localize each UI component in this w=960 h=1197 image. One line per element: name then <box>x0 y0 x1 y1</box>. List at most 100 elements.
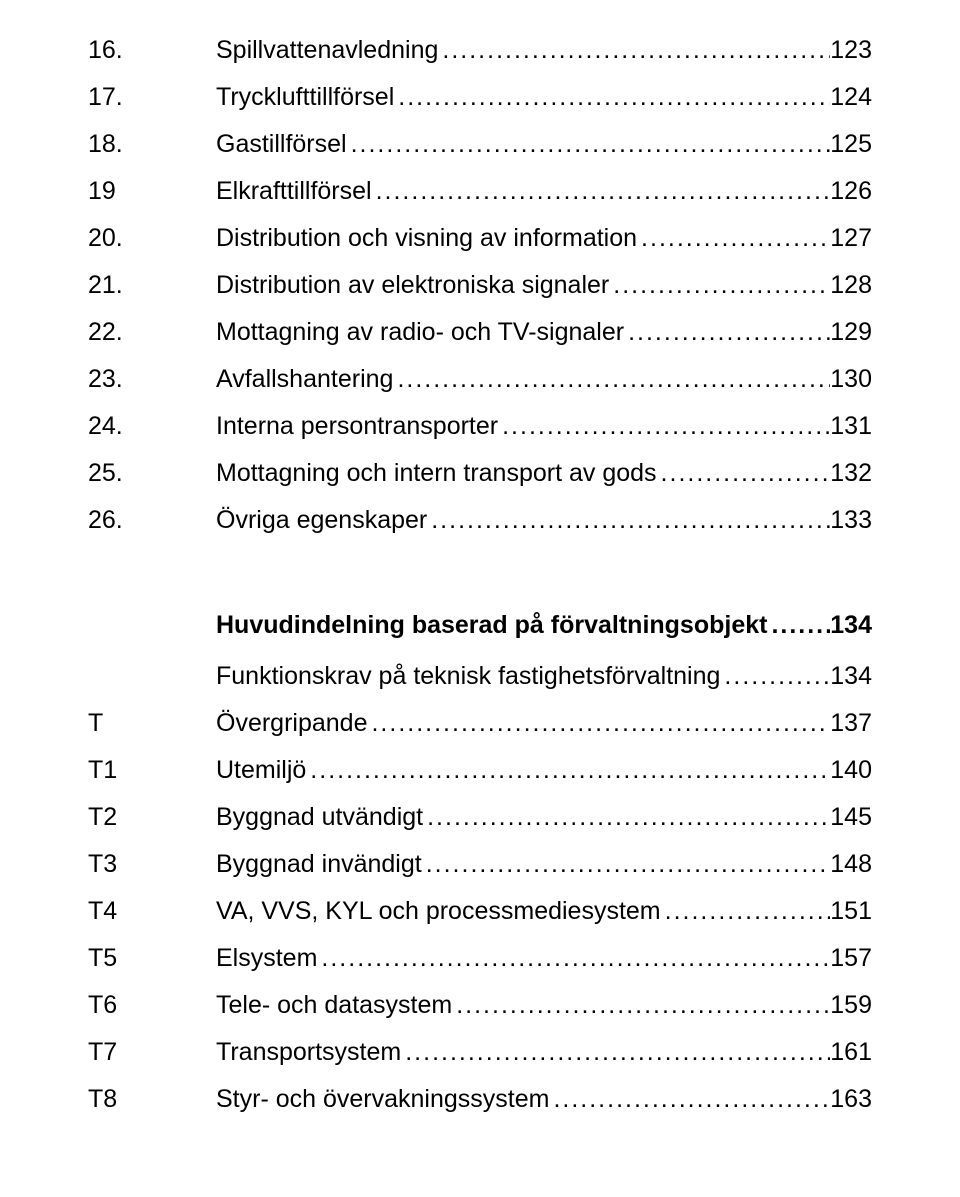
toc-leader-dots: ........................................… <box>422 852 831 877</box>
table-of-contents: 16.Spillvattenavledning.................… <box>88 38 872 1112</box>
toc-entry-title: Funktionskrav på teknisk fastighetsförva… <box>216 664 720 689</box>
toc-leader-dots: ........................................… <box>393 367 830 392</box>
toc-entry: 22.Mottagning av radio- och TV-signaler.… <box>88 320 872 345</box>
toc-leader-dots: ........................................… <box>767 613 830 638</box>
toc-entry-page: 124 <box>830 85 872 110</box>
toc-entry-number: T8 <box>88 1087 216 1112</box>
toc-entry-number: 26. <box>88 508 216 533</box>
toc-entry-number: T1 <box>88 758 216 783</box>
toc-entry-number: 24. <box>88 414 216 439</box>
toc-entry: 16.Spillvattenavledning.................… <box>88 38 872 63</box>
toc-leader-dots: ........................................… <box>367 711 830 736</box>
toc-entry: 18.Gastillförsel........................… <box>88 132 872 157</box>
toc-entry-title: Gastillförsel <box>216 132 347 157</box>
toc-entry-page: 132 <box>830 461 872 486</box>
toc-leader-dots: ........................................… <box>347 132 831 157</box>
toc-entry: T5Elsystem..............................… <box>88 946 872 971</box>
toc-entry-number: 22. <box>88 320 216 345</box>
toc-entry-title: VA, VVS, KYL och processmediesystem <box>216 899 661 924</box>
toc-entry-title: Elsystem <box>216 946 317 971</box>
toc-leader-dots: ........................................… <box>438 38 830 63</box>
toc-entry-number: T4 <box>88 899 216 924</box>
toc-entry-number: T3 <box>88 852 216 877</box>
toc-leader-dots: ........................................… <box>498 414 830 439</box>
toc-leader-dots: ........................................… <box>637 226 830 251</box>
toc-entry-title: Distribution av elektroniska signaler <box>216 273 609 298</box>
toc-entry: 21.Distribution av elektroniska signaler… <box>88 273 872 298</box>
toc-entry-number: 20. <box>88 226 216 251</box>
toc-entry-number: 18. <box>88 132 216 157</box>
toc-leader-dots: ........................................… <box>720 664 830 689</box>
toc-entry-title: Transportsystem <box>216 1040 401 1065</box>
toc-entry-page: 131 <box>830 414 872 439</box>
toc-entry-page: 145 <box>830 805 872 830</box>
toc-entry-page: 123 <box>830 38 872 63</box>
toc-entry-page: 129 <box>830 320 872 345</box>
toc-leader-dots: ........................................… <box>661 899 831 924</box>
toc-entry: 23.Avfallshantering.....................… <box>88 367 872 392</box>
toc-entry-number: T <box>88 711 216 736</box>
toc-entry: Funktionskrav på teknisk fastighetsförva… <box>88 664 872 689</box>
toc-entry: T2Byggnad utvändigt.....................… <box>88 805 872 830</box>
toc-entry-number: 21. <box>88 273 216 298</box>
toc-entry-page: 128 <box>830 273 872 298</box>
toc-leader-dots: ........................................… <box>657 461 831 486</box>
toc-entry-page: 157 <box>830 946 872 971</box>
toc-entry-page: 148 <box>830 852 872 877</box>
toc-entry-number: T6 <box>88 993 216 1018</box>
toc-leader-dots: ........................................… <box>452 993 830 1018</box>
toc-entry-title: Utemiljö <box>216 758 306 783</box>
toc-entry: T1Utemiljö..............................… <box>88 758 872 783</box>
toc-leader-dots: ........................................… <box>372 179 831 204</box>
toc-entry: 25.Mottagning och intern transport av go… <box>88 461 872 486</box>
toc-entry-page: 163 <box>830 1087 872 1112</box>
toc-entry-page: 151 <box>830 899 872 924</box>
toc-entry-page: 134 <box>830 664 872 689</box>
toc-entry-number: 16. <box>88 38 216 63</box>
toc-entry: T3Byggnad invändigt.....................… <box>88 852 872 877</box>
toc-entry-number: T2 <box>88 805 216 830</box>
toc-leader-dots: ........................................… <box>609 273 830 298</box>
toc-entry-page: 140 <box>830 758 872 783</box>
toc-entry-number: 23. <box>88 367 216 392</box>
toc-entry-title: Distribution och visning av information <box>216 226 637 251</box>
toc-entry-page: 137 <box>830 711 872 736</box>
toc-entry-page: 161 <box>830 1040 872 1065</box>
toc-entry-number: 19 <box>88 179 216 204</box>
toc-entry-number: 25. <box>88 461 216 486</box>
toc-entry-number: T7 <box>88 1040 216 1065</box>
toc-leader-dots: ........................................… <box>306 758 830 783</box>
toc-entry-number: T5 <box>88 946 216 971</box>
toc-entry-title: Avfallshantering <box>216 367 393 392</box>
toc-entry: TÖvergripande...........................… <box>88 711 872 736</box>
toc-entry: Huvudindelning baserad på förvaltningsob… <box>88 613 872 638</box>
toc-entry-page: 159 <box>830 993 872 1018</box>
toc-entry: T8Styr- och övervakningssystem..........… <box>88 1087 872 1112</box>
toc-entry-number: 17. <box>88 85 216 110</box>
toc-entry: 19Elkrafttillförsel.....................… <box>88 179 872 204</box>
toc-leader-dots: ........................................… <box>401 1040 830 1065</box>
toc-entry-page: 134 <box>830 613 872 638</box>
toc-entry: 24.Interna persontransporter............… <box>88 414 872 439</box>
toc-entry-title: Övergripande <box>216 711 367 736</box>
toc-entry-page: 130 <box>830 367 872 392</box>
toc-entry: 17.Trycklufttillförsel..................… <box>88 85 872 110</box>
toc-entry-title: Mottagning och intern transport av gods <box>216 461 657 486</box>
toc-entry: T6Tele- och datasystem..................… <box>88 993 872 1018</box>
toc-entry-title: Huvudindelning baserad på förvaltningsob… <box>216 613 767 638</box>
toc-entry-title: Byggnad utvändigt <box>216 805 423 830</box>
toc-entry: 20.Distribution och visning av informati… <box>88 226 872 251</box>
toc-entry: T4VA, VVS, KYL och processmediesystem...… <box>88 899 872 924</box>
toc-entry: 26.Övriga egenskaper....................… <box>88 508 872 533</box>
toc-entry-title: Mottagning av radio- och TV-signaler <box>216 320 624 345</box>
toc-leader-dots: ........................................… <box>423 805 830 830</box>
toc-entry-title: Interna persontransporter <box>216 414 498 439</box>
toc-entry-page: 125 <box>830 132 872 157</box>
toc-leader-dots: ........................................… <box>394 85 830 110</box>
toc-leader-dots: ........................................… <box>427 508 830 533</box>
toc-entry-title: Styr- och övervakningssystem <box>216 1087 549 1112</box>
section-gap <box>88 555 872 613</box>
toc-entry-page: 133 <box>830 508 872 533</box>
toc-entry-title: Spillvattenavledning <box>216 38 438 63</box>
toc-entry-title: Trycklufttillförsel <box>216 85 394 110</box>
